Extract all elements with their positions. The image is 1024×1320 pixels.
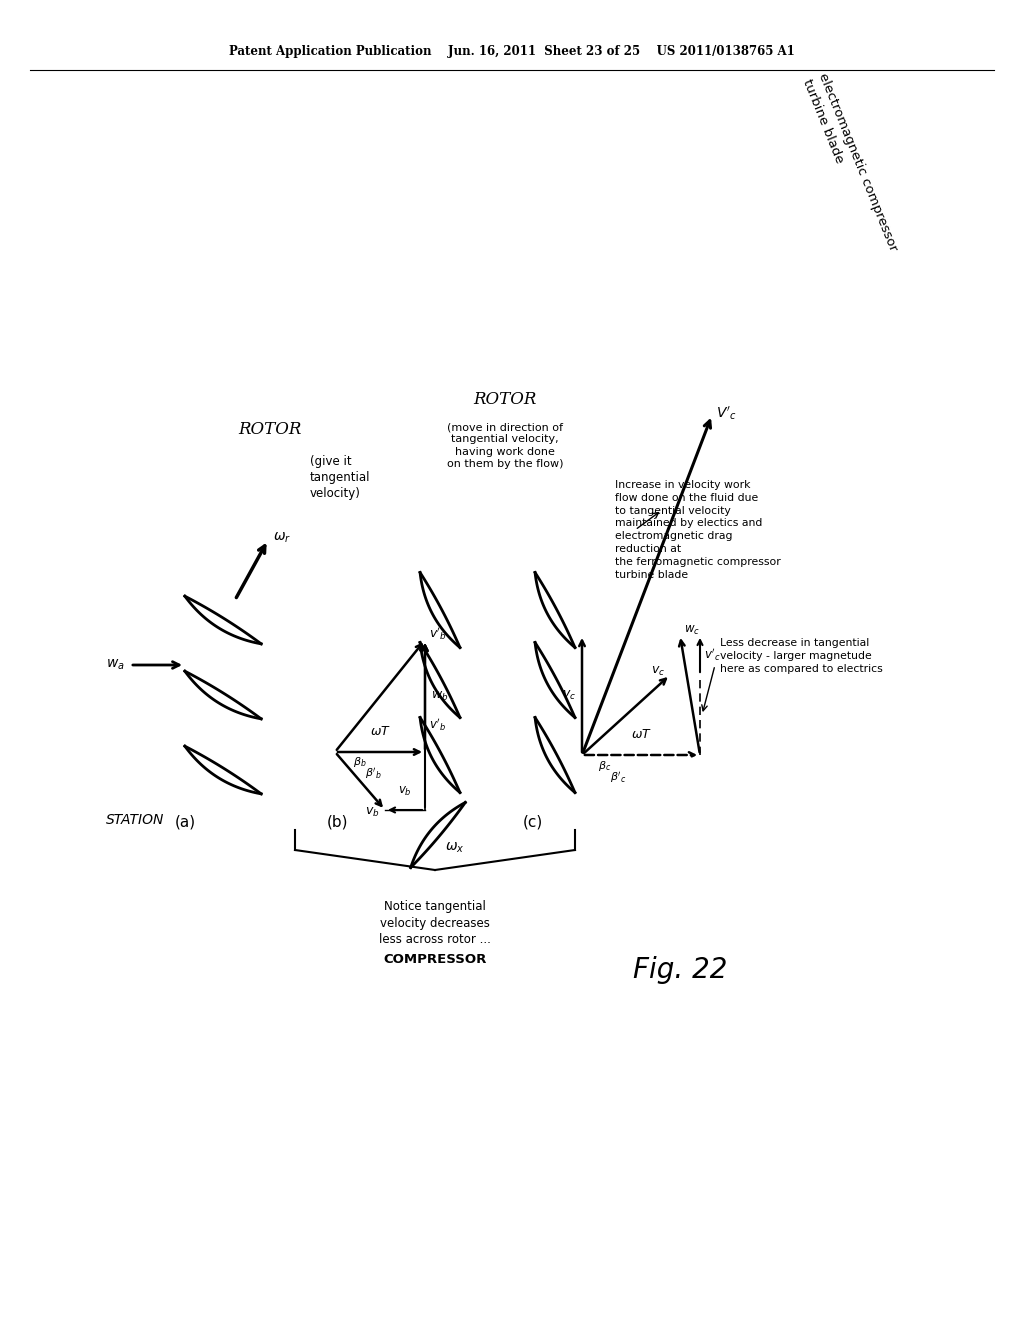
Text: Patent Application Publication    Jun. 16, 2011  Sheet 23 of 25    US 2011/01387: Patent Application Publication Jun. 16, …: [229, 45, 795, 58]
Text: $v_b$: $v_b$: [366, 807, 380, 820]
Text: $v_b$: $v_b$: [398, 785, 412, 799]
Text: Increase in velocity work
flow done on the fluid due
to tangential velocity
main: Increase in velocity work flow done on t…: [615, 480, 780, 579]
Text: (move in direction of
tangential velocity,
having work done
on them by the flow): (move in direction of tangential velocit…: [446, 422, 563, 469]
Text: $v'_b$: $v'_b$: [429, 626, 447, 642]
Text: $w_b$: $w_b$: [431, 689, 449, 702]
Text: $w_a$: $w_a$: [106, 657, 125, 672]
Text: $\omega T$: $\omega T$: [631, 729, 651, 741]
Text: (give it
tangential
velocity): (give it tangential velocity): [310, 455, 371, 500]
Text: (a): (a): [174, 814, 196, 829]
Text: $\beta'_b$: $\beta'_b$: [365, 766, 382, 781]
Text: ROTOR: ROTOR: [473, 392, 537, 408]
Text: Notice tangential
velocity decreases
less across rotor ...: Notice tangential velocity decreases les…: [379, 900, 490, 946]
Text: COMPRESSOR: COMPRESSOR: [383, 953, 486, 966]
Text: $V'_c$: $V'_c$: [716, 404, 737, 422]
Text: $\omega_x$: $\omega_x$: [445, 841, 465, 855]
Text: electromagnetic compressor
turbine blade: electromagnetic compressor turbine blade: [800, 71, 899, 259]
Text: $v_c$: $v_c$: [562, 689, 575, 701]
Text: $\omega_r$: $\omega_r$: [273, 531, 291, 545]
Text: (b): (b): [328, 814, 349, 829]
Text: $\beta_c$: $\beta_c$: [598, 759, 611, 774]
Text: ROTOR: ROTOR: [239, 421, 302, 438]
Text: $w_c$: $w_c$: [684, 624, 700, 638]
Text: $\omega T$: $\omega T$: [370, 725, 390, 738]
Text: $v'_c$: $v'_c$: [705, 647, 721, 663]
Text: Fig. 22: Fig. 22: [633, 956, 727, 983]
Text: (c): (c): [523, 814, 543, 829]
Text: $\beta_b$: $\beta_b$: [353, 755, 367, 770]
Text: STATION: STATION: [105, 813, 164, 828]
Text: Less decrease in tangential
velocity - larger magnetude
here as compared to elec: Less decrease in tangential velocity - l…: [720, 638, 883, 673]
Text: $v_c$: $v_c$: [651, 665, 665, 678]
Text: $\beta'_c$: $\beta'_c$: [610, 770, 627, 785]
Text: $v'_b$: $v'_b$: [429, 717, 446, 734]
